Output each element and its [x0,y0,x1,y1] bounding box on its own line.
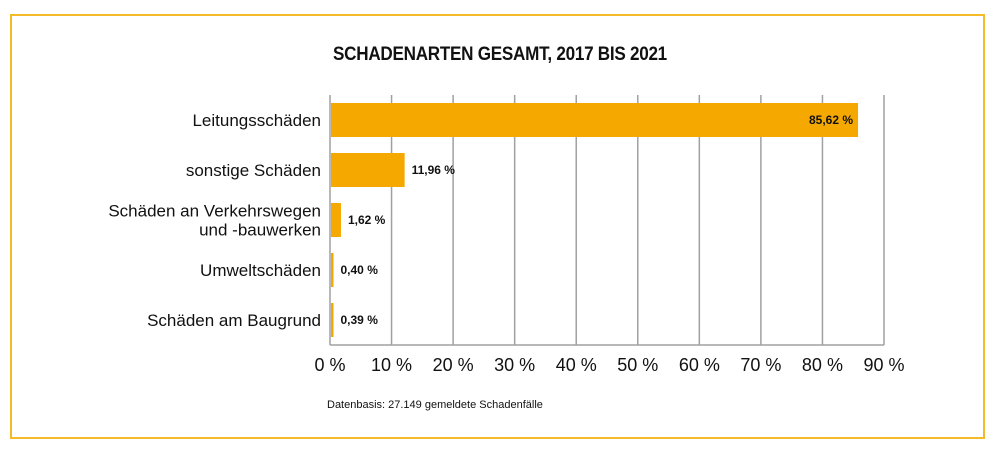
bar [331,203,341,237]
footnote: Datenbasis: 27.149 gemeldete Schadenfäll… [327,399,543,411]
data-label: 1,62 % [348,213,386,227]
bar [331,103,859,137]
chart-title: SCHADENARTEN GESAMT, 2017 BIS 2021 [333,44,667,65]
category-labels: Leitungsschäden sonstige Schäden Schäden a… [108,111,321,330]
x-tick-labels: 0 % 10 % 20 % 30 % 40 % 50 % 60 % 70 % 80 % 90 % [314,355,904,375]
category-label: Schäden an Verkehrswegen und -bauwerken [108,202,321,240]
x-tick-label: 10 % [371,355,412,375]
bar [331,253,334,287]
category-label: sonstige Schäden [186,161,321,180]
x-tick-label: 60 % [679,355,720,375]
data-labels: 85,62 % 11,96 % 1,62 % 0,40 % 0,39 % [341,113,854,327]
x-tick-label: 80 % [802,355,843,375]
data-label: 0,40 % [341,263,379,277]
x-tick-label: 0 % [314,355,345,375]
category-label: Schäden am Baugrund [147,311,321,330]
x-tick-label: 70 % [740,355,781,375]
x-tick-label: 90 % [863,355,904,375]
x-tick-label: 40 % [556,355,597,375]
x-tick-label: 20 % [433,355,474,375]
x-tick-label: 50 % [617,355,658,375]
data-label: 85,62 % [809,113,853,127]
bars [331,103,859,337]
data-label: 11,96 % [412,163,456,177]
category-label: Leitungsschäden [192,111,321,130]
data-label: 0,39 % [341,313,379,327]
category-label: Umweltschäden [200,261,321,280]
bar [331,303,334,337]
x-tick-label: 30 % [494,355,535,375]
bar [331,153,405,187]
